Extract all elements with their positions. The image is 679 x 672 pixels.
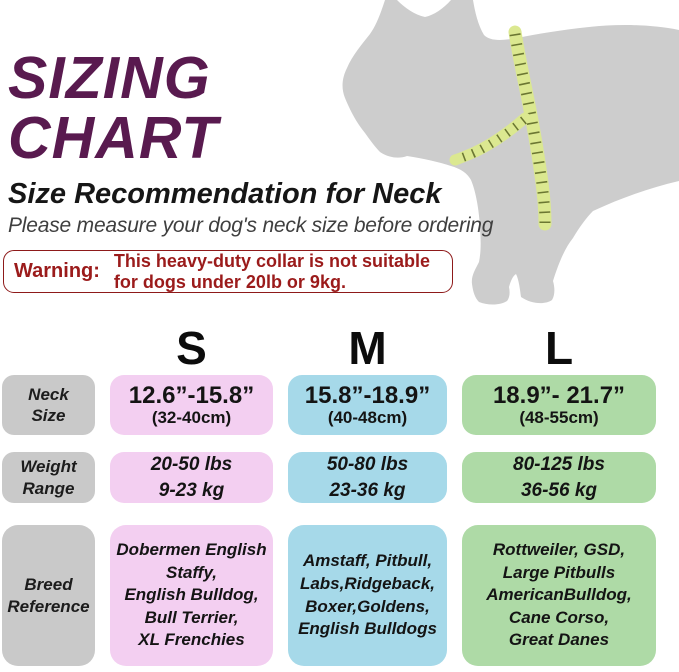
title-line-2: CHART bbox=[8, 105, 219, 171]
size-table: S M L Neck Size 12.6”-15.8” (32-40cm) 15… bbox=[2, 322, 657, 666]
subtitle: Size Recommendation for Neck bbox=[8, 178, 442, 210]
warning-label: Warning: bbox=[14, 260, 100, 282]
warning-message: This heavy-duty collar is not suitable f… bbox=[114, 251, 430, 291]
size-header-l: L bbox=[544, 322, 574, 374]
warning-box: Warning: This heavy-duty collar is not s… bbox=[3, 250, 453, 293]
breed-reference-row: Breed Reference Dobermen English Staffy,… bbox=[2, 525, 657, 666]
neck-size-label: Neck Size bbox=[2, 375, 95, 435]
neck-size-m-cm: (40-48cm) bbox=[327, 407, 408, 427]
breed-reference-cell-l: Rottweiler, GSD, Large Pitbulls American… bbox=[462, 525, 656, 666]
warning-message-line-2: for dogs under 20lb or 9kg. bbox=[113, 271, 346, 292]
breed-reference-cell-m: Amstaff, Pitbull, Labs,Ridgeback, Boxer,… bbox=[288, 525, 447, 666]
weight-range-cell-m: 50-80 lbs 23-36 kg bbox=[288, 452, 447, 503]
neck-size-m-inches: 15.8”-18.9” bbox=[304, 381, 431, 409]
neck-size-cell-s: 12.6”-15.8” (32-40cm) bbox=[110, 375, 273, 435]
dog-silhouette-with-measuring-tape-icon bbox=[342, 0, 679, 305]
neck-size-l-cm: (48-55cm) bbox=[519, 407, 599, 427]
weight-range-cell-s: 20-50 lbs 9-23 kg bbox=[110, 452, 273, 503]
warning-message-line-1: This heavy-duty collar is not suitable bbox=[113, 251, 430, 272]
neck-size-s-inches: 12.6”-15.8” bbox=[128, 381, 255, 409]
weight-range-row: Weight Range 20-50 lbs 9-23 kg 50-80 lbs… bbox=[2, 452, 657, 503]
size-header-s: S bbox=[176, 322, 207, 374]
size-header-m: M bbox=[348, 322, 387, 374]
neck-size-cell-m: 15.8”-18.9” (40-48cm) bbox=[288, 375, 447, 435]
weight-range-cell-l: 80-125 lbs 36-56 kg bbox=[462, 452, 656, 503]
size-header-row: S M L bbox=[2, 322, 657, 375]
title-line-1: SIZING bbox=[8, 45, 211, 111]
dog-silhouette-image bbox=[339, 0, 679, 320]
weight-range-label: Weight Range bbox=[2, 452, 95, 503]
neck-size-s-cm: (32-40cm) bbox=[151, 407, 232, 427]
breed-reference-label: Breed Reference bbox=[2, 525, 95, 666]
neck-size-cell-l: 18.9”- 21.7” (48-55cm) bbox=[462, 375, 656, 435]
measure-note: Please measure your dog's neck size befo… bbox=[8, 214, 494, 237]
neck-size-row: Neck Size 12.6”-15.8” (32-40cm) 15.8”-18… bbox=[2, 375, 657, 435]
breed-reference-cell-s: Dobermen English Staffy, English Bulldog… bbox=[110, 525, 273, 666]
neck-size-l-inches: 18.9”- 21.7” bbox=[492, 381, 626, 409]
page-title: SIZING CHART bbox=[8, 48, 218, 168]
